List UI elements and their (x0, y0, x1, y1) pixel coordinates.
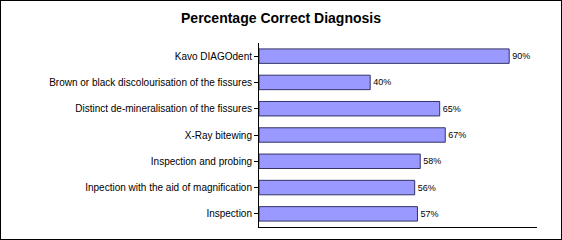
svg-text:X-Ray bitewing: X-Ray bitewing (185, 130, 252, 141)
svg-text:65%: 65% (443, 104, 461, 114)
svg-text:57%: 57% (420, 209, 438, 219)
svg-text:Percentage Correct Diagnosis: Percentage Correct Diagnosis (181, 10, 381, 26)
svg-text:Brown or black discolourisatio: Brown or black discolourisation of the f… (49, 77, 252, 88)
svg-text:67%: 67% (448, 130, 466, 140)
svg-text:Kavo DIAGOdent: Kavo DIAGOdent (175, 51, 252, 62)
svg-text:40%: 40% (373, 77, 391, 87)
svg-text:Distinct de-mineralisation of: Distinct de-mineralisation of the fissur… (75, 103, 252, 114)
svg-text:Inspection and probing: Inspection and probing (151, 156, 252, 167)
svg-text:Inspection: Inspection (206, 208, 252, 219)
svg-text:Inpection with the aid of magn: Inpection with the aid of magnification (85, 182, 252, 193)
svg-text:56%: 56% (418, 183, 436, 193)
svg-text:58%: 58% (423, 156, 441, 166)
svg-text:90%: 90% (512, 51, 530, 61)
